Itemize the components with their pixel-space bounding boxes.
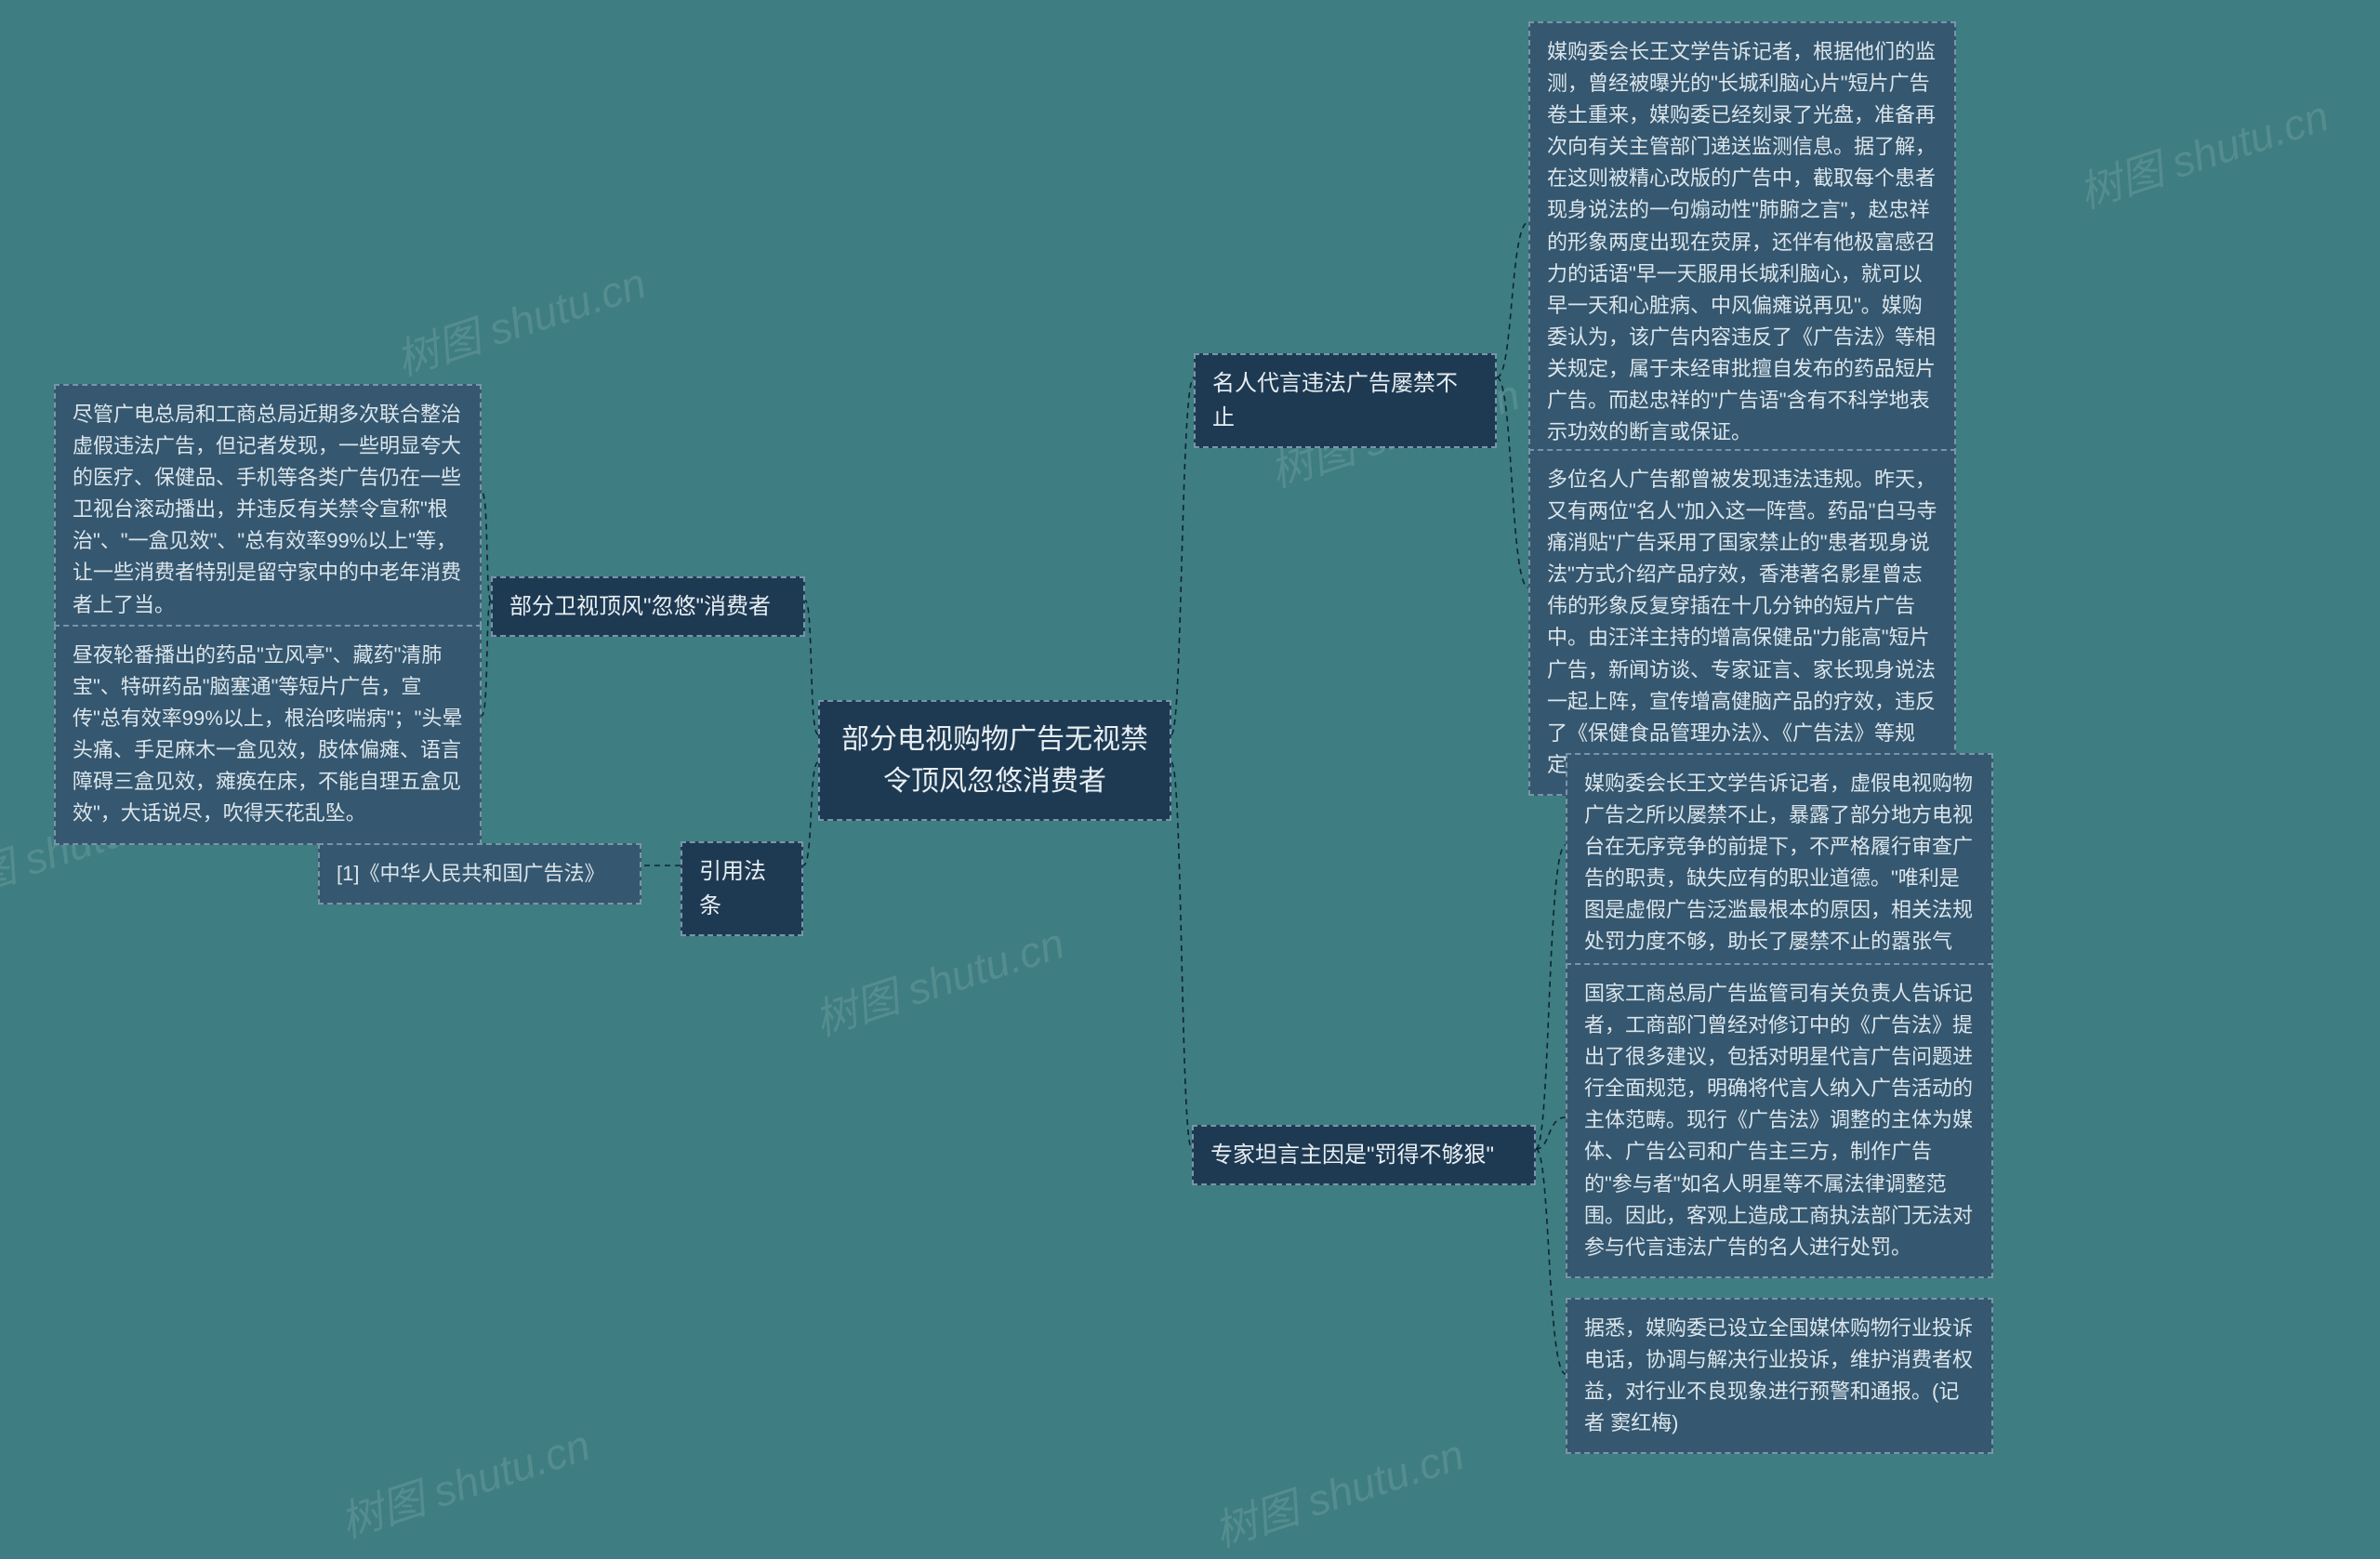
right-branch-1-leaf-2[interactable]: 多位名人广告都曾被发现违法违规。昨天，又有两位"名人"加入这一阵营。药品"白马寺… xyxy=(1528,449,1956,796)
watermark: 树图 shutu.cn xyxy=(388,250,653,389)
left-branch-1[interactable]: 部分卫视顶风"忽悠"消费者 xyxy=(491,576,805,637)
left-branch-1-leaf-1[interactable]: 尽管广电总局和工商总局近期多次联合整治虚假违法广告，但记者发现，一些明显夸大的医… xyxy=(54,384,482,636)
root-node[interactable]: 部分电视购物广告无视禁 令顶风忽悠消费者 xyxy=(818,700,1171,821)
left-branch-1-leaf-2[interactable]: 昼夜轮番播出的药品"立风亭"、藏药"清肺宝"、特研药品"脑塞通"等短片广告，宣传… xyxy=(54,625,482,845)
watermark: 树图 shutu.cn xyxy=(332,1412,597,1551)
root-line2: 令顶风忽悠消费者 xyxy=(883,766,1106,797)
left-branch-2[interactable]: 引用法条 xyxy=(681,841,803,936)
root-line1: 部分电视购物广告无视禁 xyxy=(841,724,1148,755)
watermark: 树图 shutu.cn xyxy=(1206,1421,1471,1559)
right-branch-1-leaf-1[interactable]: 媒购委会长王文学告诉记者，根据他们的监测，曾经被曝光的"长城利脑心片"短片广告卷… xyxy=(1528,21,1956,463)
watermark: 树图 shutu.cn xyxy=(2070,83,2335,221)
right-branch-1[interactable]: 名人代言违法广告屡禁不止 xyxy=(1194,353,1497,448)
left-branch-2-leaf-1[interactable]: [1]《中华人民共和国广告法》 xyxy=(318,843,641,905)
watermark: 树图 shutu.cn xyxy=(806,910,1071,1049)
right-branch-2[interactable]: 专家坦言主因是"罚得不够狠" xyxy=(1192,1125,1536,1185)
right-branch-2-leaf-3[interactable]: 据悉，媒购委已设立全国媒体购物行业投诉电话，协调与解决行业投诉，维护消费者权益，… xyxy=(1566,1298,1993,1454)
right-branch-2-leaf-2[interactable]: 国家工商总局广告监管司有关负责人告诉记者，工商部门曾经对修订中的《广告法》提出了… xyxy=(1566,963,1993,1278)
